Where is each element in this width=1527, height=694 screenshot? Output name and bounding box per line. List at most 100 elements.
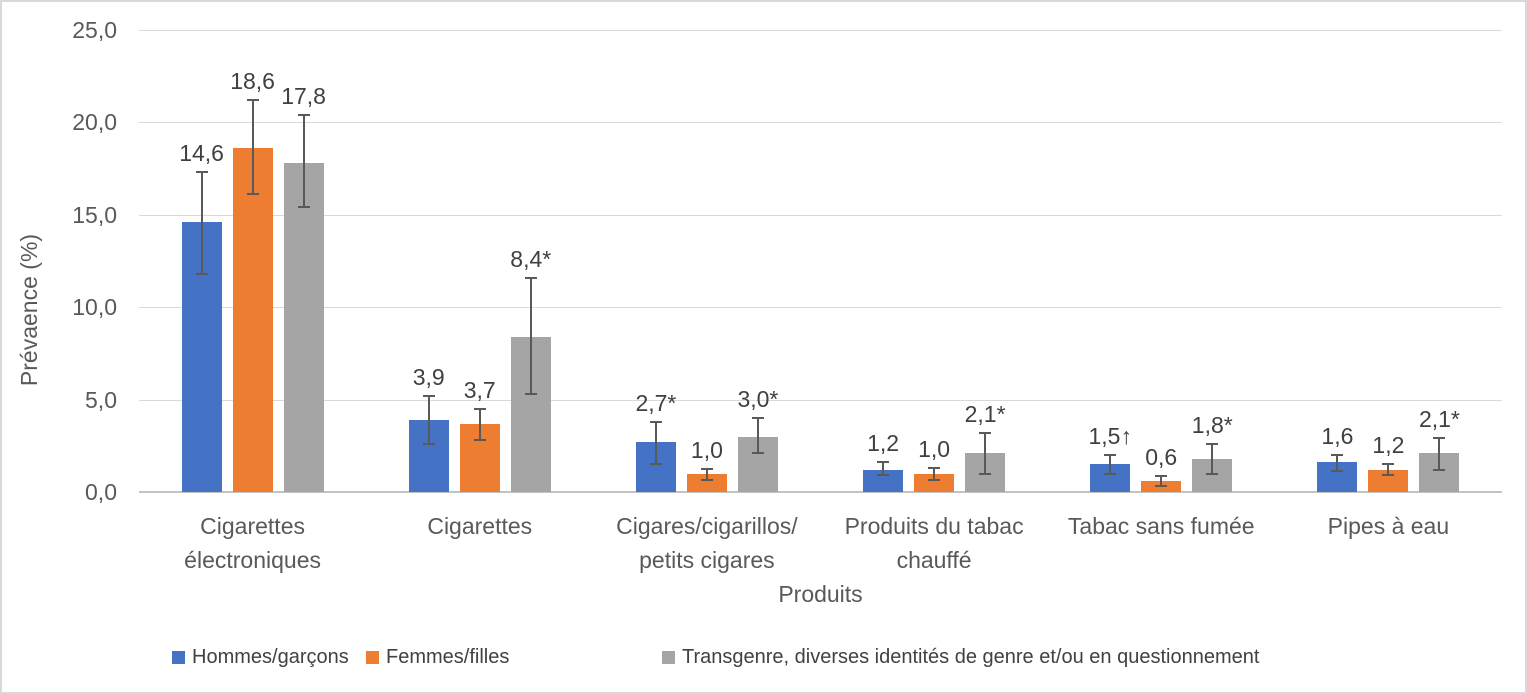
y-tick-label: 5,0 <box>85 386 117 413</box>
category-label: Cigarettes électroniques <box>184 513 321 573</box>
data-label: 3,0* <box>737 386 779 413</box>
error-bar-line <box>1438 438 1441 470</box>
error-bar-line <box>984 432 987 474</box>
bar <box>914 473 955 492</box>
error-bar-line <box>1387 464 1390 476</box>
data-label: 18,6 <box>230 68 275 95</box>
error-bar-cap-top <box>524 276 537 279</box>
error-bar-line <box>705 468 708 480</box>
error-bar-cap-bottom <box>1331 469 1344 472</box>
error-bar-cap-bottom <box>751 452 764 455</box>
error-bar-cap-top <box>1206 442 1219 445</box>
error-bar-cap-top <box>422 394 435 397</box>
y-tick-label: 25,0 <box>72 17 117 43</box>
legend-swatch-icon <box>662 650 675 664</box>
error-bar-line <box>251 100 254 195</box>
legend-label: Hommes/garçons <box>192 645 349 668</box>
error-bar-cap-top <box>297 114 310 116</box>
data-label: 8,4* <box>510 245 552 272</box>
gridline <box>139 122 1502 124</box>
error-bar-cap-bottom <box>700 478 713 481</box>
x-axis-line <box>139 491 1502 493</box>
gridline <box>139 30 1502 31</box>
bar <box>232 148 273 492</box>
error-bar-cap-bottom <box>1155 484 1168 487</box>
data-label: 2,1* <box>1418 406 1460 433</box>
category-label: Tabac sans fumée <box>1067 513 1255 539</box>
error-bar-line <box>1336 455 1339 471</box>
error-bar-cap-bottom <box>246 193 259 196</box>
gridline <box>139 399 1502 401</box>
data-label: 1,0 <box>918 435 951 462</box>
bar <box>686 473 727 492</box>
error-bar-cap-top <box>473 407 486 410</box>
legend-item: Hommes/garçons <box>172 644 349 670</box>
error-bar-cap-top <box>751 417 764 420</box>
error-bar-cap-bottom <box>1382 474 1395 477</box>
data-label: 1,5↑ <box>1088 423 1132 450</box>
error-bar-cap-top <box>928 466 941 469</box>
error-bar-cap-bottom <box>928 478 941 481</box>
legend-label: Femmes/filles <box>386 645 510 668</box>
data-label: 1,0 <box>690 436 723 463</box>
bar <box>1368 469 1409 492</box>
y-tick-label: 15,0 <box>72 201 117 228</box>
y-tick-label: 20,0 <box>72 109 117 136</box>
error-bar-line <box>1160 476 1163 486</box>
bar <box>863 469 904 492</box>
error-bar-cap-bottom <box>195 272 208 275</box>
data-label: 2,1* <box>964 400 1006 427</box>
error-bar-cap-top <box>1331 454 1344 457</box>
legend-swatch-icon <box>366 650 379 664</box>
error-bar-line <box>200 172 203 274</box>
legend-item: Femmes/filles <box>366 644 509 670</box>
error-bar-cap-bottom <box>473 439 486 442</box>
data-label: 1,2 <box>1372 432 1405 459</box>
bar <box>283 163 324 492</box>
error-bar-cap-top <box>979 431 992 434</box>
gridline <box>139 214 1502 216</box>
error-bar-cap-top <box>700 467 713 470</box>
error-bar-line <box>1109 455 1112 474</box>
data-label: 1,6 <box>1321 423 1354 450</box>
error-bar-cap-bottom <box>1104 472 1117 475</box>
category-label: Pipes à eau <box>1327 513 1450 539</box>
legend-swatch-icon <box>172 650 185 664</box>
error-bar-cap-bottom <box>979 472 992 475</box>
data-label: 3,7 <box>463 376 496 403</box>
data-label: 17,8 <box>281 83 326 109</box>
y-tick-label: 10,0 <box>72 294 117 321</box>
data-label: 3,9 <box>412 363 445 390</box>
error-bar-line <box>1211 443 1214 474</box>
error-bar-cap-bottom <box>1206 472 1219 475</box>
error-bar-line <box>756 418 759 454</box>
error-bar-line <box>933 467 936 480</box>
error-bar-cap-bottom <box>297 206 310 209</box>
error-bar-line <box>302 115 305 208</box>
error-bar-cap-top <box>1382 463 1395 466</box>
category-label: Cigarettes <box>427 513 533 539</box>
error-bar-cap-top <box>1104 454 1117 457</box>
error-bar-cap-bottom <box>524 393 537 396</box>
data-label: 1,8* <box>1191 411 1233 438</box>
legend-label: Transgenre, diverses identités de genre … <box>682 645 1260 668</box>
error-bar-cap-bottom <box>1433 468 1446 471</box>
category-label: Produits du tabac chauffé <box>844 513 1024 573</box>
data-label: 14,6 <box>179 140 224 167</box>
error-bar-cap-top <box>877 461 890 464</box>
error-bar-line <box>882 462 885 476</box>
x-axis-title: Produits <box>778 581 863 607</box>
error-bar-cap-top <box>1155 475 1168 478</box>
gridline <box>139 307 1502 309</box>
data-label: 1,2 <box>867 430 900 457</box>
error-bar-cap-top <box>246 99 259 102</box>
error-bar-cap-top <box>195 171 208 174</box>
category-label: Cigares/cigarillos/ petits cigares <box>616 513 798 573</box>
error-bar-cap-top <box>649 420 662 423</box>
error-bar-line <box>478 408 481 441</box>
legend-item: Transgenre, diverses identités de genre … <box>662 644 1259 670</box>
error-bar-cap-bottom <box>649 463 662 466</box>
error-bar-line <box>427 395 430 444</box>
error-bar-line <box>529 277 532 395</box>
